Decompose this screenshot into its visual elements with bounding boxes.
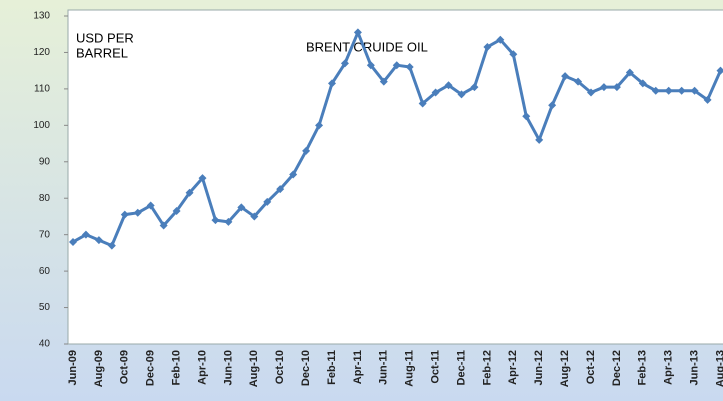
x-tick-label: Apr-10 [196,350,208,385]
data-point [159,221,168,230]
data-point [250,212,259,221]
data-point [470,83,479,92]
data-point [574,77,583,86]
data-point [599,83,608,92]
x-tick-label: Feb-13 [637,350,649,385]
x-tick-label: Oct-11 [430,350,442,384]
data-point [522,112,531,121]
x-tick-label: Oct-12 [585,350,597,384]
y-tick-label: 70 [39,229,51,240]
data-point [664,86,673,95]
y-tick-label: 110 [34,84,50,95]
y-tick-label: 130 [33,11,50,22]
y-tick-label: 60 [39,266,51,277]
data-point [379,77,388,86]
x-tick-label: Oct-10 [274,350,286,384]
data-point [418,99,427,108]
data-point [548,101,557,110]
data-point [405,63,414,72]
data-point [340,59,349,68]
data-point [120,210,129,219]
plot-area [67,9,723,345]
x-tick-label: Dec-11 [455,350,467,385]
data-point [315,121,324,130]
x-tick-label: Aug-09 [93,350,105,387]
x-tick-label: Apr-12 [507,350,519,385]
x-tick-label: Dec-12 [611,350,623,386]
data-point [483,42,492,51]
data-point [392,61,401,70]
data-point [625,68,634,77]
x-tick-label: Feb-11 [326,350,338,385]
data-point [237,203,246,212]
data-point [587,88,595,97]
data-point [289,170,298,179]
y-tick-label: 100 [33,120,50,131]
y-tick-label: 120 [33,47,50,58]
y-tick-label: 90 [39,156,51,167]
data-point [185,188,194,197]
x-tick-label: Jun-13 [689,350,701,385]
data-point [69,237,77,246]
x-tick-label: Dec-10 [300,350,312,386]
x-tick-label: Feb-12 [481,350,493,385]
data-point [224,217,233,226]
y-tick-label: 40 [39,339,51,350]
y-tick-label: 80 [39,193,51,204]
x-tick-label: Aug-10 [248,350,260,387]
data-point [703,95,712,104]
data-point [716,66,723,75]
data-point [172,206,181,215]
data-point [651,86,660,95]
data-point [638,79,647,88]
x-tick-label: Aug-13 [714,350,723,387]
x-tick-label: Apr-11 [352,350,364,384]
data-point [353,28,362,37]
data-point [81,230,90,239]
y-axis-label: BARREL [76,45,128,60]
data-point [561,72,570,81]
x-tick-label: Dec-09 [145,350,157,386]
data-point [496,35,505,44]
data-point [366,61,375,70]
data-point [133,208,142,217]
x-tick-label: Jun-10 [222,350,234,385]
data-point [535,135,544,144]
y-tick-label: 50 [39,302,51,313]
data-point [302,146,311,155]
x-tick-label: Oct-09 [119,350,131,384]
x-tick-label: Jun-09 [67,350,79,385]
data-point [677,86,686,95]
data-point [612,83,621,92]
x-tick-label: Jun-12 [533,350,545,385]
x-tick-label: Jun-11 [378,350,390,385]
data-point [107,241,116,250]
x-tick-label: Feb-10 [171,350,183,385]
data-point [263,197,272,206]
y-axis-label: USD PER [76,30,134,45]
x-tick-label: Aug-11 [404,350,416,387]
data-point [690,86,699,95]
chart-title: BRENT CRUIDE OIL [306,39,428,54]
data-point [431,88,440,97]
data-point [94,236,103,245]
data-point [444,81,453,90]
x-tick-label: Apr-13 [663,350,675,385]
data-point [198,174,207,183]
data-point [457,90,466,99]
x-tick-label: Aug-12 [559,350,571,387]
data-point [146,201,155,210]
data-point [328,79,336,88]
data-point [509,50,518,59]
data-point [276,185,285,194]
data-point [211,216,220,225]
